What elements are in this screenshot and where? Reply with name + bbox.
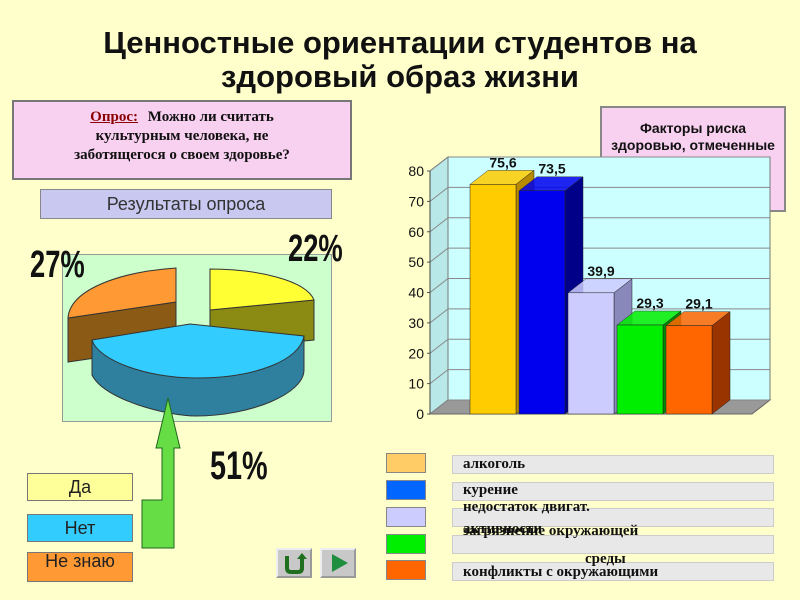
bar	[518, 190, 566, 415]
y-tick-label: 20	[408, 345, 424, 361]
gridline-left	[429, 399, 449, 415]
legend-text-1: курение	[463, 482, 518, 498]
y-tick-label: 10	[408, 376, 424, 392]
y-tick-label: 70	[408, 193, 424, 209]
return-button[interactable]	[276, 548, 312, 578]
gridline-left	[429, 338, 449, 354]
y-tick-label: 50	[408, 254, 424, 270]
pie-label-no: 51%	[210, 444, 268, 488]
title-line-2: здоровый образ жизни	[221, 59, 579, 94]
legend-bar-4	[452, 535, 774, 554]
bar	[567, 292, 615, 415]
legend-text-0: алкоголь	[463, 456, 526, 472]
survey-question-line-3: заботящегося о своем здоровье?	[74, 147, 290, 163]
results-label: Результаты опроса	[40, 189, 332, 219]
next-button[interactable]	[320, 548, 356, 578]
y-tick-label: 30	[408, 315, 424, 331]
survey-label: Опрос:	[90, 109, 138, 125]
survey-question-line-2: культурным человека, не	[95, 128, 269, 144]
y-tick-label: 80	[408, 163, 424, 179]
legend-swatch-5	[386, 560, 426, 580]
bar	[616, 324, 664, 415]
gridline-left	[429, 278, 449, 293]
bar-data-label: 29,1	[685, 296, 712, 312]
legend-swatch-1	[386, 453, 426, 473]
return-arrow-icon	[285, 553, 307, 574]
y-tick-label: 60	[408, 224, 424, 240]
legend-bar-1	[452, 455, 774, 474]
survey-question-line-1: Можно ли считать	[147, 109, 274, 125]
pie-label-yes: 22%	[288, 228, 343, 270]
gridline-left	[429, 217, 449, 233]
legend-bar-5	[452, 562, 774, 581]
legend-swatch-4	[386, 534, 426, 554]
gridline-left	[429, 369, 449, 385]
bar	[469, 184, 517, 415]
y-tick-label: 40	[408, 285, 424, 301]
title-line-1: Ценностные ориентации студентов на	[103, 25, 697, 60]
answer-yes: Да	[27, 473, 133, 501]
legend-text-2: недостаток двигат.	[463, 499, 590, 515]
legend-text-3: активности	[463, 521, 543, 537]
legend-bar-2	[452, 482, 774, 501]
bar-data-label: 75,6	[489, 154, 516, 170]
legend-text-6: конфликты с окружающими	[463, 564, 659, 580]
bar-data-label: 73,5	[538, 161, 565, 177]
pie-label-dont-know: 27%	[30, 244, 85, 286]
gridline-left	[429, 308, 449, 324]
play-triangle-icon	[332, 554, 348, 572]
gridline-left	[429, 186, 449, 202]
survey-question-box: Опрос: Можно ли считать культурным челов…	[12, 100, 352, 180]
answer-dont-know: Не знаю	[27, 552, 133, 582]
gridline-left	[429, 156, 449, 172]
gridline-left	[429, 247, 449, 263]
legend-bar-3	[452, 508, 774, 527]
bar-data-label: 29,3	[636, 295, 663, 311]
bar-data-label: 39,9	[587, 263, 614, 279]
bar	[665, 325, 713, 415]
legend-text-4: загрязнение окружающей	[463, 523, 639, 539]
bar-side	[711, 311, 731, 415]
legend-swatch-3	[386, 507, 426, 527]
y-tick-label: 0	[416, 406, 424, 422]
answer-no: Нет	[27, 514, 133, 542]
legend-swatch-2	[386, 480, 426, 500]
page-title: Ценностные ориентации студентов на здоро…	[0, 26, 800, 94]
legend-text-5: среды	[585, 551, 626, 567]
